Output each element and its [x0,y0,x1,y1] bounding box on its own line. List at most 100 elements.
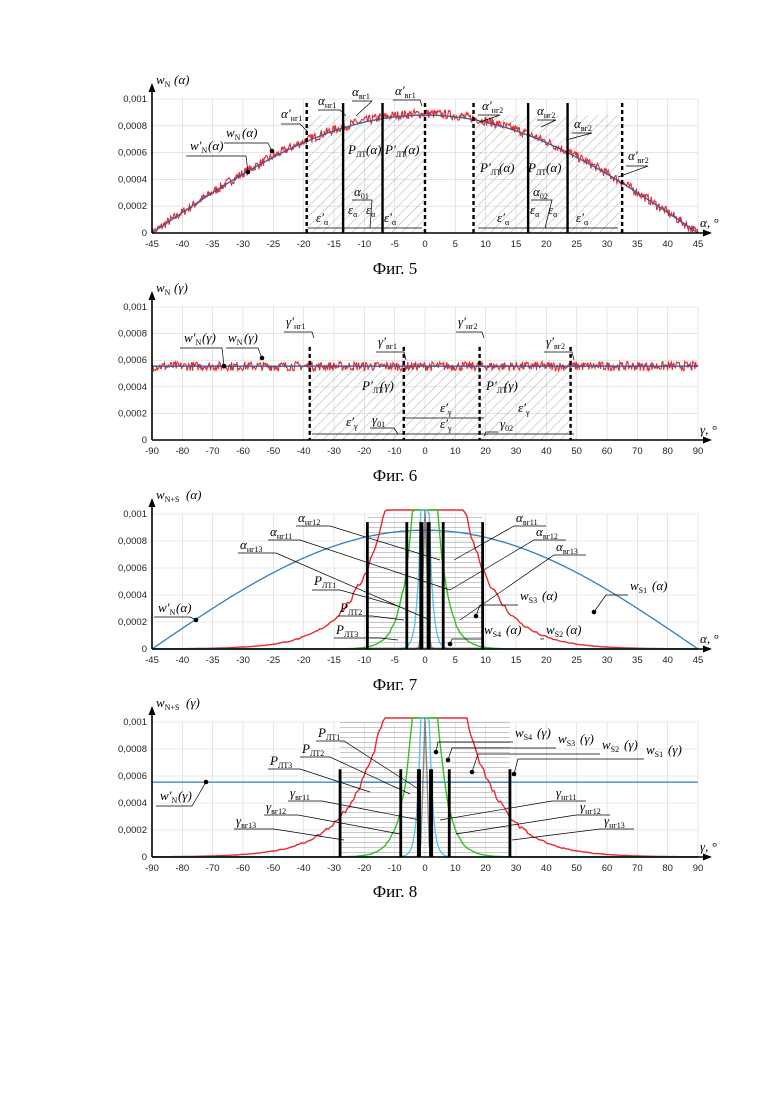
annotation-label: wS3 [520,588,537,605]
y-tick-label: 0,0004 [118,590,147,601]
y-tick-label: 0,001 [123,94,147,105]
x-tick-label: -90 [145,863,159,874]
x-tick-label: -45 [145,239,159,250]
annotation-label: PЛТ3 [335,622,358,639]
leader-line [393,100,422,106]
leader-dot [246,170,251,175]
x-tick-label: 20 [541,655,552,666]
figure-caption: Фиг. 7 [373,675,418,694]
leader-line [514,759,644,774]
y-tick-label: 0,0004 [118,382,147,393]
x-axis-arrow [703,230,712,237]
annotation-label: (γ) [178,788,192,803]
x-tick-label: -10 [357,655,371,666]
annotation-label: αнг12 [298,510,320,527]
x-tick-label: 10 [450,863,461,874]
annotation-label: γнг13 [604,813,625,830]
x-tick-label: 0 [422,655,427,666]
x-tick-label: -70 [206,863,220,874]
y-axis-title-arg: (γ) [174,280,188,295]
annotation-label: αнг1 [318,93,336,110]
x-tick-label: -20 [297,655,311,666]
x-tick-label: 70 [632,863,643,874]
y-tick-label: 0,0006 [118,771,147,782]
annotation-label: (γ) [504,378,518,393]
x-tick-label: 15 [511,239,522,250]
y-axis-arrow [149,706,156,715]
y-axis-title: wN+S [156,487,179,504]
leader-dot [204,780,209,785]
leader-line [226,348,262,358]
x-tick-label: 80 [662,863,673,874]
x-tick-label: -60 [236,446,250,457]
y-tick-label: 0,0004 [118,174,147,185]
annotation-label: wS2 [546,622,563,639]
x-axis-title: α, ° [700,215,719,230]
x-tick-label: -15 [327,655,341,666]
leader-dot [474,614,479,619]
y-tick-label: 0,0002 [118,617,147,628]
x-tick-label: 40 [662,239,673,250]
x-tick-label: -35 [206,655,220,666]
y-axis-title: wN [156,72,171,89]
x-tick-label: 0 [422,863,427,874]
x-tick-label: 60 [602,863,613,874]
annotation-label: γ′нг1 [286,314,306,331]
annotation-label: (α) [546,160,561,175]
x-tick-label: -5 [390,655,398,666]
annotation-label: wN [228,330,243,347]
annotation-label: (α) [366,142,381,157]
x-tick-label: 10 [450,446,461,457]
x-tick-label: 50 [571,863,582,874]
x-tick-label: -20 [357,446,371,457]
y-tick-label: 0,0002 [118,825,147,836]
annotation-label: (α) [404,142,419,157]
chart-panel-6: -90-80-70-60-50-40-30-20-100102030405060… [118,280,717,485]
annotation-label: (α) [542,588,557,603]
annotation-label: (α) [499,160,514,175]
annotation-label: αнг11 [270,524,292,541]
x-tick-label: 90 [693,863,704,874]
annotation-label: αвг13 [556,539,578,556]
annotation-label: wS2 [602,737,619,754]
annotation-label: αвг12 [536,524,558,541]
leader-dot [434,750,439,755]
annotation-label: γнг11 [556,785,576,802]
figure-caption: Фиг. 6 [373,466,418,485]
x-tick-label: 80 [662,446,673,457]
annotation-label: w′N [158,600,176,617]
annotation-label: αвг1 [352,84,370,101]
leader-dot [260,356,265,361]
x-tick-label: -50 [266,863,280,874]
leader-dot [448,642,453,647]
x-tick-label: -45 [145,655,159,666]
y-tick-label: 0,0002 [118,201,147,212]
x-tick-label: 30 [511,863,522,874]
y-tick-label: 0 [142,644,147,655]
x-tick-label: 50 [571,446,582,457]
y-tick-label: 0,0008 [118,329,147,340]
annotation-label: PЛТ3 [269,753,292,770]
chart-panel-5: -45-40-35-30-25-20-15-10-505101520253035… [118,72,719,278]
x-tick-label: 10 [480,239,491,250]
x-tick-label: -30 [236,655,250,666]
x-tick-label: -25 [266,239,280,250]
x-tick-label: 20 [480,446,491,457]
leader-dot [446,758,451,763]
x-tick-label: 60 [602,446,613,457]
x-tick-label: 30 [602,655,613,666]
annotation-label: (γ) [580,731,594,746]
figure-caption: Фиг. 5 [373,259,418,278]
annotation-label: γ′вг2 [546,334,565,351]
x-axis-title: γ, ° [700,422,717,437]
x-axis-title: α, ° [700,631,719,646]
x-tick-label: -10 [388,863,402,874]
annotation-label: (α) [176,600,191,615]
x-tick-label: 25 [571,239,582,250]
y-tick-label: 0,0008 [118,744,147,755]
x-tick-label: -30 [327,446,341,457]
x-tick-label: 40 [541,446,552,457]
leader-line [376,352,406,360]
x-tick-label: 15 [511,655,522,666]
annotation-label: w′N [184,330,202,347]
